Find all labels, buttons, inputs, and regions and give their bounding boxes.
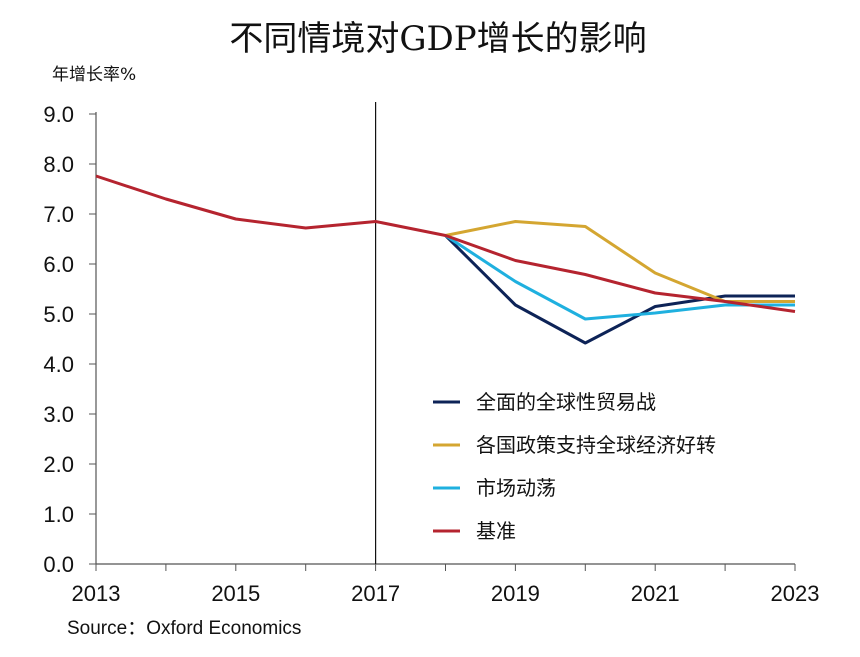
x-tick-label: 2019 <box>491 581 540 606</box>
x-tick-label: 2017 <box>351 581 400 606</box>
x-tick-label: 2015 <box>211 581 260 606</box>
y-tick-label: 2.0 <box>43 452 74 477</box>
y-tick-labels: 0.0 1.0 2.0 3.0 4.0 5.0 6.0 7.0 8.0 9.0 <box>43 102 74 577</box>
source-note: Source：Oxford Economics <box>67 618 301 639</box>
series-line-3 <box>95 174 796 313</box>
legend-label-2: 市场动荡 <box>476 476 556 500</box>
y-tick-label: 9.0 <box>43 102 74 127</box>
y-tick-label: 8.0 <box>43 152 74 177</box>
y-tick-label: 3.0 <box>43 402 74 427</box>
chart-title: 不同情境对GDP增长的影响 <box>229 19 646 59</box>
x-tick-label: 2013 <box>72 581 121 606</box>
series-line-2 <box>444 234 795 321</box>
y-tick-label: 4.0 <box>43 352 74 377</box>
y-tick-label: 5.0 <box>43 302 74 327</box>
x-tick-label: 2023 <box>771 581 820 606</box>
series-lines <box>95 174 796 345</box>
x-tick-labels: 2013 2015 2017 2019 2021 2023 <box>72 581 820 606</box>
x-tick-label: 2021 <box>631 581 680 606</box>
y-tick-label: 6.0 <box>43 252 74 277</box>
y-tick-label: 1.0 <box>43 502 74 527</box>
y-axis-label: 年增长率% <box>52 65 136 85</box>
legend-label-0: 全面的全球性贸易战 <box>476 390 656 414</box>
y-tick-label: 0.0 <box>43 552 74 577</box>
legend-label-3: 基准 <box>476 519 516 543</box>
legend-label-1: 各国政策支持全球经济好转 <box>476 433 716 457</box>
y-tick-label: 7.0 <box>43 202 74 227</box>
series-line-0 <box>444 234 795 345</box>
axes <box>89 102 796 571</box>
series-line-1 <box>445 220 795 303</box>
